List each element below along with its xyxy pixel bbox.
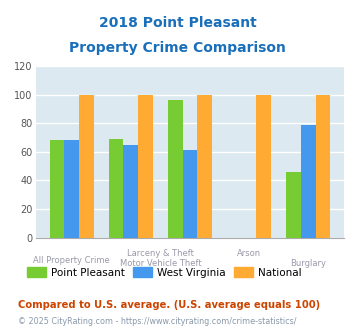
Bar xyxy=(50,140,64,238)
Text: All Property Crime: All Property Crime xyxy=(33,256,110,265)
Bar xyxy=(138,95,153,238)
Bar xyxy=(197,95,212,238)
Bar xyxy=(168,100,182,238)
Text: Property Crime Comparison: Property Crime Comparison xyxy=(69,41,286,55)
Legend: Point Pleasant, West Virginia, National: Point Pleasant, West Virginia, National xyxy=(23,263,306,282)
Text: Compared to U.S. average. (U.S. average equals 100): Compared to U.S. average. (U.S. average … xyxy=(18,300,320,310)
Bar xyxy=(124,145,138,238)
Text: © 2025 CityRating.com - https://www.cityrating.com/crime-statistics/: © 2025 CityRating.com - https://www.city… xyxy=(18,317,296,326)
Bar xyxy=(301,125,316,238)
Bar xyxy=(286,172,301,238)
Text: Burglary: Burglary xyxy=(290,259,326,268)
Text: Arson: Arson xyxy=(237,249,261,258)
Bar xyxy=(182,150,197,238)
Text: Larceny & Theft: Larceny & Theft xyxy=(127,249,194,258)
Text: Motor Vehicle Theft: Motor Vehicle Theft xyxy=(120,259,201,268)
Text: 2018 Point Pleasant: 2018 Point Pleasant xyxy=(99,16,256,30)
Bar xyxy=(256,95,271,238)
Bar xyxy=(316,95,330,238)
Bar xyxy=(64,140,79,238)
Bar xyxy=(109,139,124,238)
Bar xyxy=(79,95,94,238)
